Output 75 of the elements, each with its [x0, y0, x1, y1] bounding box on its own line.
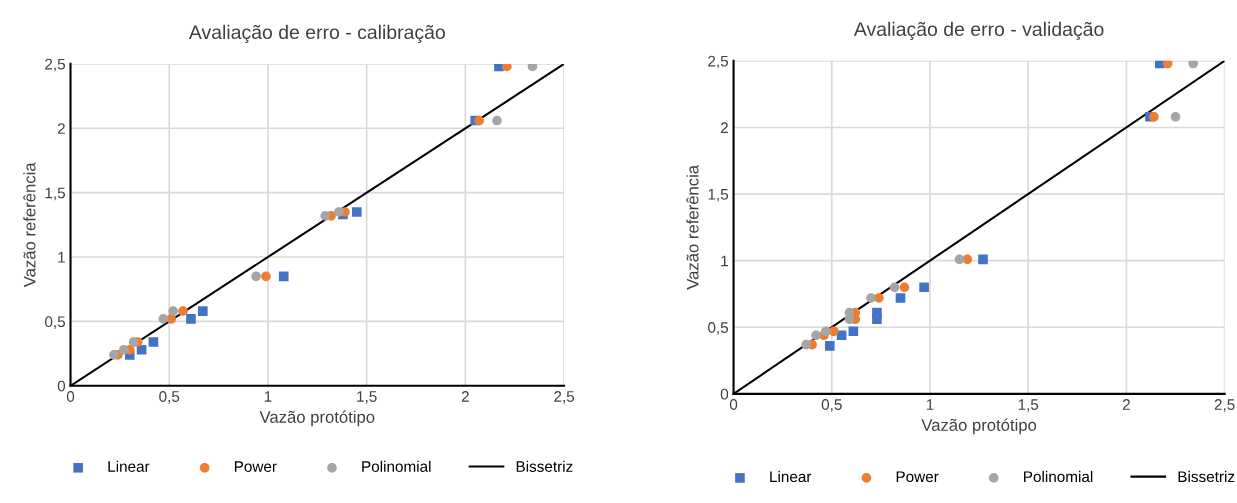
legend-label: Bissetriz: [1178, 470, 1235, 483]
x-tick-label: 2: [461, 391, 469, 402]
y-tick-label: 2,5: [708, 55, 729, 69]
point: [801, 339, 812, 350]
point: [492, 115, 502, 126]
x-tick-label: 1: [926, 399, 934, 410]
point: [978, 254, 988, 265]
point: [119, 344, 129, 355]
point: [872, 307, 882, 318]
point: [1162, 60, 1173, 69]
point: [148, 337, 159, 347]
point: [824, 341, 835, 351]
y-tick-label: 2: [720, 122, 728, 133]
point: [186, 314, 196, 324]
point: [334, 207, 344, 217]
point: [168, 306, 178, 316]
y-axis-title: Vazão referência: [23, 162, 36, 288]
point: [351, 207, 362, 217]
point: [109, 350, 119, 360]
legend-label: Power: [896, 471, 939, 483]
chart-title: Avaliação de erro - validação: [853, 21, 1104, 40]
point: [1170, 111, 1181, 122]
point: [128, 337, 139, 347]
point: [954, 254, 965, 265]
point: [811, 330, 821, 341]
point: [919, 282, 929, 293]
point: [836, 330, 847, 341]
point: [261, 271, 271, 282]
y-tick-label: 1: [58, 252, 65, 263]
x-tick-label: 2: [1122, 399, 1130, 410]
point: [1149, 111, 1159, 122]
point: [821, 326, 831, 337]
x-tick-label: 2,5: [1214, 399, 1235, 412]
x-tick-label: 0,5: [821, 399, 842, 412]
point: [136, 344, 147, 355]
x-tick-label: 0,5: [159, 391, 180, 404]
y-axis-title: Vazão referência: [686, 164, 699, 290]
legend-label: Linear: [770, 470, 812, 483]
x-tick-label: 0: [729, 399, 738, 410]
x-tick-label: 0: [66, 391, 75, 402]
y-tick-label: 1,5: [708, 189, 729, 202]
x-axis-title: Vazão protótipo: [921, 418, 1037, 435]
point: [866, 293, 876, 303]
point: [895, 293, 906, 303]
x-tick-label: 1,5: [1018, 399, 1039, 412]
point: [527, 63, 538, 72]
point: [474, 115, 484, 126]
y-tick-label: 2,5: [45, 58, 66, 72]
x-tick-label: 1,5: [357, 391, 377, 404]
point: [502, 63, 512, 72]
point: [1188, 60, 1199, 69]
point: [158, 314, 169, 324]
y-tick-label: 0,5: [45, 316, 66, 329]
point: [197, 306, 208, 316]
point: [251, 271, 261, 282]
point: [889, 282, 900, 293]
x-axis-title: Vazão protótipo: [259, 410, 375, 427]
point: [899, 282, 910, 293]
legend-label: Polinomial: [1024, 470, 1093, 483]
point: [848, 326, 859, 337]
point: [278, 271, 289, 282]
y-tick-label: 1,5: [45, 187, 66, 201]
legend-label: Linear: [108, 460, 150, 472]
chart-title: Avaliação de erro - calibração: [188, 24, 445, 43]
y-tick-label: 1: [721, 255, 728, 267]
y-tick-label: 2: [57, 123, 65, 134]
legend-label: Power: [234, 461, 277, 472]
point: [178, 306, 188, 316]
legend-label: Polinomial: [362, 460, 431, 472]
x-tick-label: 1: [264, 391, 272, 402]
y-tick-label: 0,5: [708, 322, 729, 335]
y-tick-label: 0: [57, 380, 66, 392]
point: [320, 211, 330, 221]
legend-label: Bissetriz: [516, 460, 573, 472]
x-tick-label: 2,5: [554, 391, 575, 404]
